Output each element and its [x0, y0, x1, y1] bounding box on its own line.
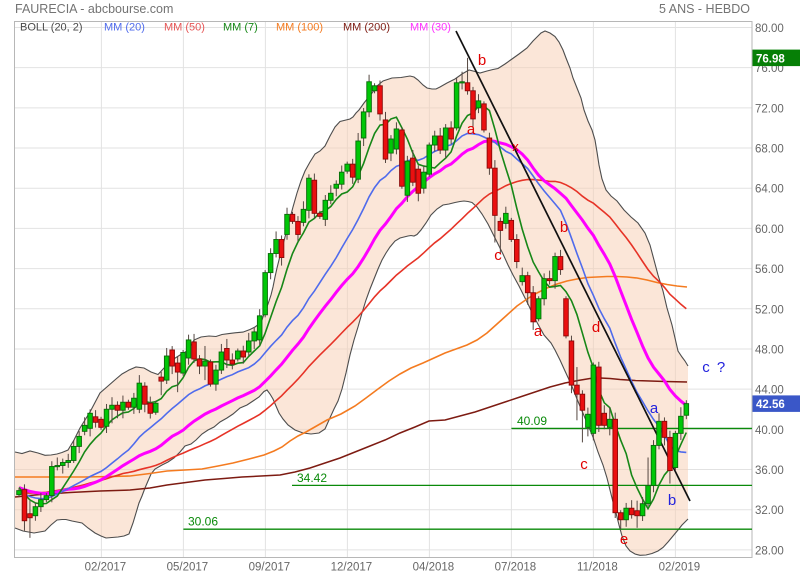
svg-text:68.00: 68.00 [755, 144, 784, 156]
svg-text:80.00: 80.00 [755, 23, 784, 35]
svg-text:40.00: 40.00 [755, 425, 784, 437]
svg-text:c: c [702, 359, 710, 376]
svg-text:02/2019: 02/2019 [659, 562, 701, 574]
svg-text:04/2018: 04/2018 [413, 562, 455, 574]
svg-text:FAURECIA - abcbourse.com: FAURECIA - abcbourse.com [15, 2, 173, 16]
svg-text:11/2018: 11/2018 [577, 562, 618, 574]
svg-text:02/2017: 02/2017 [85, 562, 127, 574]
svg-text:56.00: 56.00 [755, 264, 784, 276]
svg-text:48.00: 48.00 [755, 345, 784, 357]
svg-text:72.00: 72.00 [755, 103, 784, 115]
svg-text:07/2018: 07/2018 [495, 562, 537, 574]
svg-text:28.00: 28.00 [755, 545, 784, 557]
svg-text:a: a [534, 323, 543, 340]
svg-text:12/2017: 12/2017 [331, 562, 373, 574]
svg-text:e: e [620, 531, 628, 548]
svg-text:MM (7): MM (7) [223, 22, 258, 34]
svg-text:52.00: 52.00 [755, 304, 784, 316]
svg-text:c: c [580, 456, 588, 473]
svg-text:40.09: 40.09 [517, 414, 547, 428]
svg-text:MM (30): MM (30) [410, 22, 451, 34]
svg-text:b: b [478, 52, 486, 69]
svg-text:b: b [668, 492, 676, 509]
svg-text:BOLL (20, 2): BOLL (20, 2) [20, 22, 83, 34]
svg-text:MM (20): MM (20) [104, 22, 145, 34]
svg-text:MM (100): MM (100) [276, 22, 323, 34]
svg-text:a: a [650, 400, 659, 417]
svg-text:42.56: 42.56 [756, 399, 785, 411]
svg-text:34.42: 34.42 [297, 471, 327, 485]
svg-text:44.00: 44.00 [755, 385, 784, 397]
svg-text:64.00: 64.00 [755, 184, 784, 196]
svg-text:09/2017: 09/2017 [249, 562, 291, 574]
svg-text:MM (50): MM (50) [164, 22, 205, 34]
svg-text:32.00: 32.00 [755, 505, 784, 517]
svg-text:x: x [512, 139, 519, 154]
svg-text:36.00: 36.00 [755, 465, 784, 477]
svg-text:b: b [560, 219, 568, 236]
svg-text:d: d [592, 319, 600, 336]
svg-text:a: a [467, 121, 476, 138]
svg-text:76.98: 76.98 [756, 53, 785, 65]
svg-text:05/2017: 05/2017 [167, 562, 209, 574]
svg-text:MM (200): MM (200) [343, 22, 390, 34]
svg-text:30.06: 30.06 [188, 515, 218, 529]
svg-text:c: c [494, 247, 502, 264]
svg-text:60.00: 60.00 [755, 224, 784, 236]
svg-text:?: ? [717, 359, 725, 376]
svg-text:5 ANS - HEBDO: 5 ANS - HEBDO [659, 2, 750, 16]
